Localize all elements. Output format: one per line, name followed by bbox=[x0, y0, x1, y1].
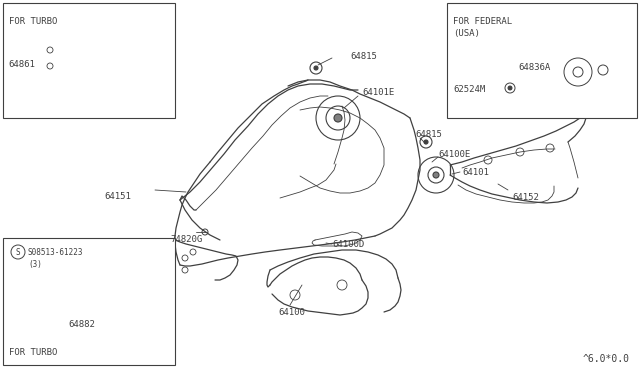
Circle shape bbox=[314, 66, 318, 70]
Text: ^6.0*0.0: ^6.0*0.0 bbox=[583, 354, 630, 364]
Text: FOR TURBO: FOR TURBO bbox=[9, 17, 58, 26]
Text: S08513-61223: S08513-61223 bbox=[28, 248, 83, 257]
Text: (3): (3) bbox=[28, 260, 42, 269]
Text: 64101E: 64101E bbox=[362, 88, 394, 97]
Text: 64100: 64100 bbox=[278, 308, 305, 317]
Text: 64861: 64861 bbox=[8, 60, 35, 69]
Text: 64151: 64151 bbox=[104, 192, 131, 201]
Bar bbox=[447, 3, 637, 118]
Bar bbox=[3, 3, 175, 118]
Text: 64882: 64882 bbox=[68, 320, 95, 329]
Text: (USA): (USA) bbox=[453, 29, 480, 38]
Text: 64815: 64815 bbox=[415, 130, 442, 139]
Text: S: S bbox=[15, 248, 20, 257]
Text: 62524M: 62524M bbox=[453, 85, 485, 94]
Text: 74820G: 74820G bbox=[170, 235, 202, 244]
Circle shape bbox=[424, 140, 428, 144]
Text: FOR FEDERAL: FOR FEDERAL bbox=[453, 17, 512, 26]
Text: 64100D: 64100D bbox=[332, 240, 364, 249]
Text: FOR TURBO: FOR TURBO bbox=[9, 348, 58, 357]
Circle shape bbox=[334, 114, 342, 122]
Text: 64100E: 64100E bbox=[438, 150, 470, 159]
Text: 64152: 64152 bbox=[512, 193, 539, 202]
Circle shape bbox=[433, 172, 439, 178]
Text: 64815: 64815 bbox=[350, 52, 377, 61]
Text: 64101: 64101 bbox=[462, 168, 489, 177]
Bar bbox=[3, 238, 175, 365]
Text: 64836A: 64836A bbox=[518, 63, 550, 72]
Circle shape bbox=[508, 86, 512, 90]
